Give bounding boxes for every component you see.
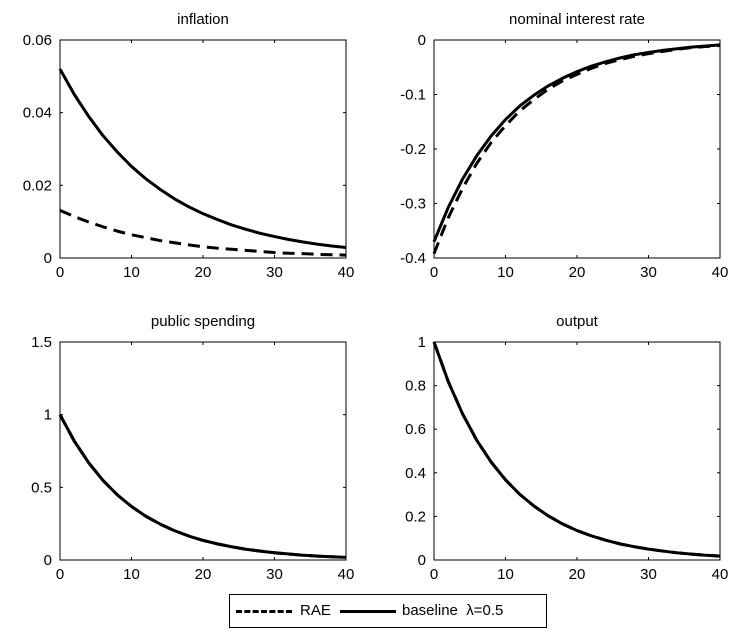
series-line-rae <box>432 341 721 558</box>
x-tick-label: 40 <box>712 566 729 583</box>
series-line-baseline <box>432 341 721 558</box>
x-tick-label: 0 <box>430 566 438 583</box>
x-tick-label: 0 <box>56 264 64 281</box>
axes-box <box>433 341 721 561</box>
y-tick-label: 0.5 <box>31 479 52 496</box>
legend-solid-line-swatch <box>340 610 396 613</box>
y-tick-label: 0 <box>418 32 426 49</box>
legend-dashed-line-swatch <box>236 610 292 613</box>
panel-title: nominal interest rate <box>509 11 645 28</box>
x-tick-label: 20 <box>569 566 586 583</box>
series-line-rae <box>58 413 347 559</box>
panel-title: public spending <box>151 313 255 330</box>
y-tick-label: -0.3 <box>400 196 426 213</box>
panel-title: inflation <box>177 11 229 28</box>
x-tick-label: 40 <box>712 264 729 281</box>
series-line-baseline <box>58 413 347 559</box>
y-tick-label: -0.1 <box>400 87 426 104</box>
series-line-baseline <box>432 43 721 243</box>
x-tick-label: 20 <box>195 264 212 281</box>
x-tick-label: 30 <box>266 566 283 583</box>
panel-output: output 0 10 20 30 40 0 0.2 0.4 0.6 0.8 1 <box>405 313 728 583</box>
legend-label-baseline: baseline λ=0.5 <box>402 602 504 619</box>
legend: RAE baseline λ=0.5 <box>229 594 547 628</box>
legend-item-rae: RAE <box>236 595 331 627</box>
x-tick-label: 30 <box>640 264 657 281</box>
panel-title: output <box>556 313 599 330</box>
y-tick-label: 0.2 <box>405 508 426 525</box>
y-tick-label: 0.06 <box>23 32 52 49</box>
x-tick-label: 0 <box>56 566 64 583</box>
y-tick-label: 0 <box>44 552 52 569</box>
series-line-rae <box>59 209 347 257</box>
y-tick-label: 0.4 <box>405 465 426 482</box>
x-tick-label: 20 <box>195 566 212 583</box>
y-tick-label: 1 <box>44 407 52 424</box>
series-line-baseline <box>58 68 347 249</box>
x-tick-label: 20 <box>569 264 586 281</box>
x-tick-label: 30 <box>266 264 283 281</box>
y-tick-label: -0.2 <box>400 141 426 158</box>
x-tick-label: 10 <box>497 264 514 281</box>
axes-box <box>59 341 347 561</box>
panel-public-spending: public spending 0 10 20 30 40 0 0.5 1 1.5 <box>31 313 354 583</box>
y-tick-label: 0.02 <box>23 177 52 194</box>
legend-item-baseline: baseline λ=0.5 <box>340 595 545 627</box>
x-tick-label: 10 <box>123 566 140 583</box>
series-line-rae <box>432 43 721 255</box>
legend-label-rae: RAE <box>300 602 331 619</box>
y-tick-label: 1.5 <box>31 334 52 351</box>
x-tick-label: 10 <box>123 264 140 281</box>
y-tick-label: 1 <box>418 334 426 351</box>
y-tick-label: 0 <box>418 552 426 569</box>
x-tick-label: 40 <box>338 566 355 583</box>
y-tick-label: -0.4 <box>400 250 426 267</box>
panel-nominal-interest-rate: nominal interest rate 0 10 20 30 40 -0.4 -0.3 -0… <box>400 11 728 281</box>
y-tick-label: 0 <box>44 250 52 267</box>
x-tick-label: 40 <box>338 264 355 281</box>
x-tick-label: 0 <box>430 264 438 281</box>
x-tick-label: 30 <box>640 566 657 583</box>
x-tick-label: 10 <box>497 566 514 583</box>
y-tick-label: 0.8 <box>405 378 426 395</box>
y-tick-label: 0.04 <box>23 105 52 122</box>
panel-inflation: inflation 0 10 20 30 40 0 0.02 0.04 0.06 <box>23 11 355 281</box>
y-tick-label: 0.6 <box>405 421 426 438</box>
